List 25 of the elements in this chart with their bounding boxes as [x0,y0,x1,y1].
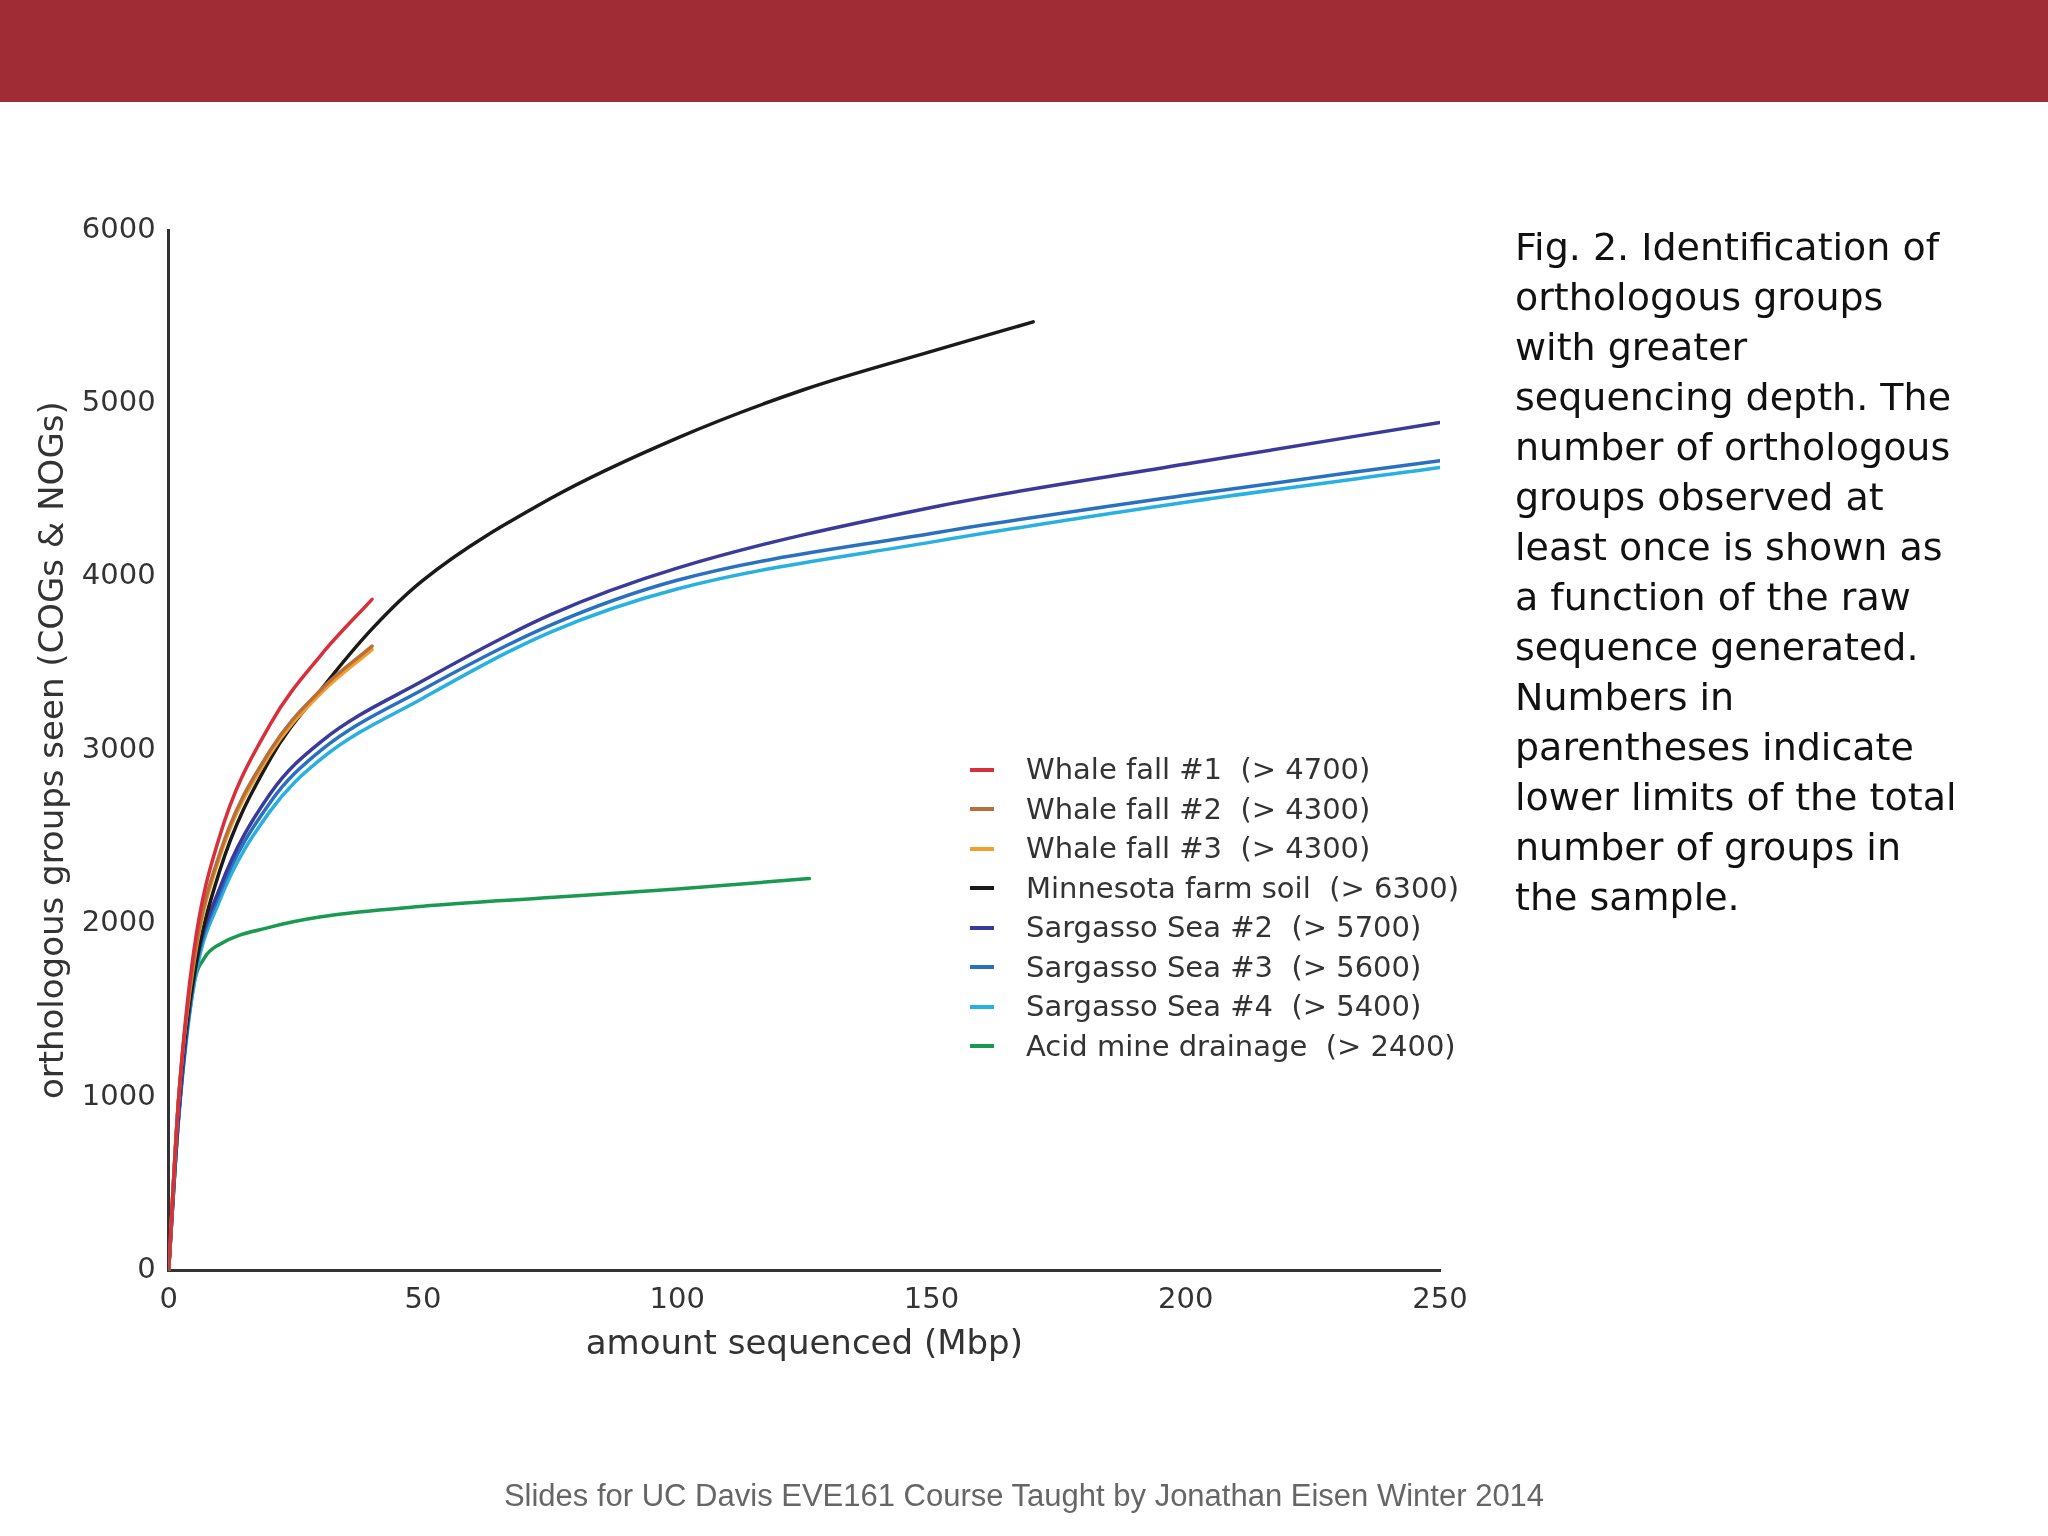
y-tick-label: 2000 [81,904,156,939]
y-tick-label: 4000 [81,557,156,592]
legend-label: Whale fall #1 (> 4700) [1026,751,1371,788]
legend-label: Sargasso Sea #3 (> 5600) [1026,948,1422,986]
y-axis-title: orthologous groups seen (COGs & NOGs) [31,401,72,1100]
x-axis-title: amount sequenced (Mbp) [585,1322,1023,1363]
text: Slides for UC Davis EVE161 Course Taught by Jonathan Eisen Winter 2014 [502,1478,1546,1514]
legend-label: Whale fall #2 (> 4300) [1026,790,1371,828]
legend-label: Minnesota farm soil (> 6300) [1026,869,1460,907]
x-tick-label: 250 [1412,1281,1468,1316]
legend-label: Acid mine drainage (> 2400) [1026,1027,1456,1065]
legend-label: Sargasso Sea #4 (> 5400) [1026,988,1422,1025]
x-tick-label: 50 [404,1281,442,1316]
x-tick-label: 150 [903,1281,960,1316]
y-tick-label: 5000 [81,383,156,418]
x-tick-label: 200 [1158,1281,1214,1316]
x-tick-label: 0 [159,1281,178,1316]
text: Fig. 2. Identification of orthologous groups with greater sequencing depth. The number of orthologous groups observed at least once is shown as a function of the raw sequence generated. Numbers in parentheses indicate lower limits of the total number of groups in the sample. [1515,225,1957,919]
y-tick-label: 1000 [81,1077,156,1112]
x-tick-label: 100 [649,1281,705,1316]
y-tick-label: 3000 [81,730,156,765]
y-tick-label: 0 [137,1250,156,1285]
legend-label: Whale fall #3 (> 4300) [1026,830,1371,867]
y-tick-label: 6000 [81,210,156,245]
legend-label: Sargasso Sea #2 (> 5700) [1026,909,1422,946]
